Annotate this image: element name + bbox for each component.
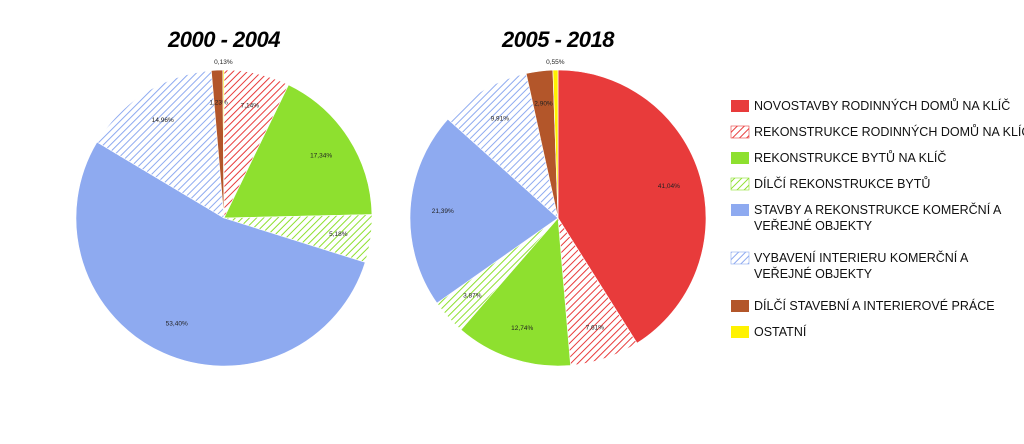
legend-label: VEŘEJNÉ OBJEKTY: [754, 218, 873, 233]
legend-swatch: [731, 326, 749, 338]
legend-label: REKONSTRUKCE BYTŮ NA KLÍČ: [754, 150, 946, 165]
legend-swatch: [731, 204, 749, 216]
pie-slice-stavby-a-rekonstrukce-komercni-a-verejne-objekty: [409, 118, 559, 304]
slice-label: 0,55%: [546, 59, 565, 66]
legend-label: VYBAVENÍ INTERIERU KOMERČNÍ A: [754, 250, 969, 265]
legend-swatch: [731, 300, 749, 312]
slice-label: 2,90%: [534, 101, 553, 108]
legend-label: DÍLČÍ REKONSTRUKCE BYTŮ: [754, 176, 930, 191]
legend-item-rekonstrukce-rodinnych-domu-na-klic: REKONSTRUKCE RODINNÝCH DOMŮ NA KLÍČ: [730, 124, 1024, 139]
legend: NOVOSTAVBY RODINNÝCH DOMŮ NA KLÍČ REKONST…: [730, 98, 1024, 339]
pie-1: 2000 - 2004 7,14% 17,34% 5,18% 53,40% 14,96% 1…: [75, 27, 373, 367]
legend-swatch: [730, 125, 750, 139]
pie-title: 2000 - 2004: [167, 27, 280, 52]
pie-slice-ostatni: [222, 69, 225, 219]
legend-label: VEŘEJNÉ OBJEKTY: [754, 266, 873, 281]
legend-item-dilci-rekonstrukce-bytu: DÍLČÍ REKONSTRUKCE BYTŮ: [730, 176, 930, 191]
slice-label: 21,39%: [432, 208, 454, 215]
slice-label: 5,18%: [329, 231, 348, 238]
legend-label: REKONSTRUKCE RODINNÝCH DOMŮ NA KLÍČ: [754, 124, 1024, 139]
legend-swatch: [731, 100, 749, 112]
slice-label: 53,40%: [166, 320, 188, 327]
legend-label: DÍLČÍ STAVEBNÍ A INTERIEROVÉ PRÁCE: [754, 298, 995, 313]
pie-title: 2005 - 2018: [501, 27, 615, 52]
pie-slice-rekonstrukce-bytu-na-klic: [460, 217, 571, 367]
pie-slice-ostatni: [552, 69, 559, 219]
slice-label: 7,61%: [586, 324, 605, 331]
legend-item-dilci-stavebni-a-interierove-prace: DÍLČÍ STAVEBNÍ A INTERIEROVÉ PRÁCE: [731, 298, 995, 313]
pie-slice-vybaveni-interieru-komercni-a-verejne-objekty: [96, 70, 225, 219]
pie-slice-novostavby-rodinnych-domu-na-klic: [557, 69, 707, 344]
legend-swatch: [730, 251, 750, 265]
slice-label: 3,87%: [463, 292, 482, 299]
slice-label: 1,23%: [209, 100, 228, 107]
pie-slice-stavby-a-rekonstrukce-komercni-a-verejne-objekty: [75, 141, 366, 367]
slice-label: 0,13%: [214, 59, 233, 66]
legend-item-stavby-a-rekonstrukce-komercni-a-verejne-objekty: STAVBY A REKONSTRUKCE KOMERČNÍ AVEŘEJNÉ …: [731, 202, 1002, 233]
pie-slice-vybaveni-interieru-komercni-a-verejne-objekty: [447, 73, 559, 219]
pie-slice-rekonstrukce-bytu-na-klic: [223, 84, 373, 219]
slice-label: 41,04%: [658, 183, 680, 190]
pie-2: 2005 - 2018 41,04% 7,61% 12,74% 3,87% 21,39% 9…: [409, 27, 707, 367]
legend-swatch: [731, 152, 749, 164]
slice-label: 14,96%: [152, 117, 174, 124]
legend-label: NOVOSTAVBY RODINNÝCH DOMŮ NA KLÍČ: [754, 98, 1010, 113]
legend-swatch: [730, 177, 750, 191]
slice-label: 12,74%: [511, 325, 533, 332]
legend-item-rekonstrukce-bytu-na-klic: REKONSTRUKCE BYTŮ NA KLÍČ: [731, 150, 946, 165]
legend-label: STAVBY A REKONSTRUKCE KOMERČNÍ A: [754, 202, 1002, 217]
slice-label: 7,14%: [241, 103, 260, 110]
legend-item-novostavby-rodinnych-domu-na-klic: NOVOSTAVBY RODINNÝCH DOMŮ NA KLÍČ: [731, 98, 1010, 113]
legend-item-ostatni: OSTATNÍ: [731, 324, 807, 339]
pies-group: 2000 - 2004 7,14% 17,34% 5,18% 53,40% 14,96% 1…: [75, 27, 707, 367]
slice-label: 17,34%: [310, 153, 332, 160]
legend-label: OSTATNÍ: [754, 324, 807, 339]
slice-label: 9,91%: [491, 115, 510, 122]
